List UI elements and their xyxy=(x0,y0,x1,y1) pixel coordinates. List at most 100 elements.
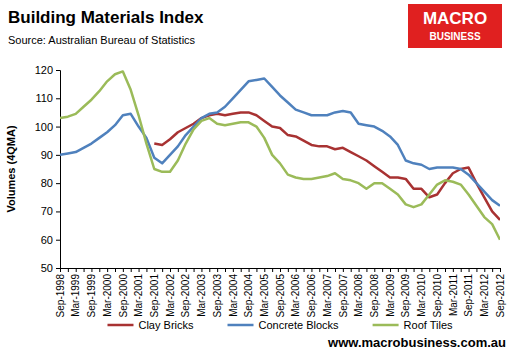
x-tick-label: Sep-2007 xyxy=(338,274,349,318)
x-tick-mark xyxy=(123,268,124,272)
x-tick-mark xyxy=(437,268,438,272)
x-tick xyxy=(146,268,147,272)
x-tick: Mar-2001 xyxy=(133,268,144,317)
x-tick-label: Mar-2004 xyxy=(228,274,239,317)
x-tick xyxy=(476,268,477,272)
x-tick-mark xyxy=(366,268,367,272)
x-tick-label: Sep-2003 xyxy=(212,274,223,318)
x-tick-label: Sep-2001 xyxy=(149,274,160,318)
title: Building Materials Index xyxy=(8,8,204,27)
x-axis-line xyxy=(61,269,501,273)
y-tick-label: 50 xyxy=(41,262,53,274)
x-tick-label: Sep-2009 xyxy=(400,274,411,318)
x-tick xyxy=(335,268,336,272)
x-tick-mark xyxy=(139,268,140,272)
legend-item: Clay Bricks xyxy=(107,319,194,331)
x-tick-mark xyxy=(68,268,69,272)
x-tick xyxy=(366,268,367,272)
x-tick-mark xyxy=(249,268,250,272)
x-tick xyxy=(445,268,446,272)
y-tick-label: 110 xyxy=(35,92,53,104)
x-tick-mark xyxy=(209,268,210,272)
x-tick xyxy=(99,268,100,272)
x-tick: Mar-2002 xyxy=(165,268,176,317)
legend-item: Roof Tiles xyxy=(373,319,453,331)
x-tick-mark xyxy=(406,268,407,272)
x-tick xyxy=(162,268,163,272)
x-tick-mark xyxy=(500,268,501,272)
x-tick-label: Mar-2006 xyxy=(290,274,301,317)
x-tick-mark xyxy=(453,268,454,272)
x-tick-label: Sep-2002 xyxy=(180,274,191,318)
x-tick-mark xyxy=(296,268,297,272)
x-tick-mark xyxy=(162,268,163,272)
footer: www.macrobusiness.com.au xyxy=(327,335,506,350)
legend-label: Clay Bricks xyxy=(138,319,194,331)
x-tick: Sep-2001 xyxy=(149,268,160,317)
y-tick: 120 xyxy=(35,64,60,76)
x-tick-mark xyxy=(225,268,226,272)
x-tick-mark xyxy=(476,268,477,272)
x-tick: Sep-2010 xyxy=(432,268,443,317)
x-tick-mark xyxy=(311,268,312,272)
x-tick xyxy=(84,268,85,272)
x-tick-mark xyxy=(351,268,352,272)
x-tick xyxy=(68,268,69,272)
x-tick-mark xyxy=(107,268,108,272)
y-tick: 90 xyxy=(41,149,60,161)
x-tick: Sep-2002 xyxy=(180,268,191,317)
x-tick xyxy=(398,268,399,272)
y-tick: 110 xyxy=(35,92,60,104)
subtitle: Source: Australian Bureau of Statistics xyxy=(8,34,196,46)
x-tick: Mar-2012 xyxy=(479,268,490,317)
x-tick-label: Mar-2002 xyxy=(165,274,176,317)
x-tick-label: Mar-2010 xyxy=(416,274,427,317)
x-tick: Sep-2000 xyxy=(118,268,129,317)
x-tick-mark xyxy=(131,268,132,272)
x-tick-label: Sep-2011 xyxy=(463,274,474,317)
series-line xyxy=(154,112,500,219)
x-tick xyxy=(225,268,226,272)
x-tick-mark xyxy=(233,268,234,272)
x-tick xyxy=(115,268,116,272)
x-axis: Sep-1998Mar-1999Sep-1999Mar-2000Sep-2000… xyxy=(55,268,506,317)
x-tick-mark xyxy=(186,268,187,272)
x-tick xyxy=(194,268,195,272)
x-tick: Sep-2005 xyxy=(275,268,286,317)
x-tick: Sep-2004 xyxy=(243,268,254,317)
x-tick: Sep-2007 xyxy=(338,268,349,317)
x-tick: Mar-2007 xyxy=(322,268,333,317)
x-tick xyxy=(492,268,493,272)
x-tick-mark xyxy=(194,268,195,272)
x-tick-mark xyxy=(359,268,360,272)
x-tick: Sep-1998 xyxy=(55,268,66,317)
x-tick-mark xyxy=(335,268,336,272)
y-tick-mark xyxy=(56,155,60,156)
x-tick: Sep-2011 xyxy=(463,268,474,317)
x-tick-mark xyxy=(374,268,375,272)
x-tick-mark xyxy=(469,268,470,272)
x-tick-label: Sep-2004 xyxy=(243,274,254,318)
x-tick-mark xyxy=(60,268,61,272)
legend-swatch xyxy=(228,324,254,327)
y-tick: 70 xyxy=(41,205,60,217)
x-tick xyxy=(319,268,320,272)
y-tick-label: 80 xyxy=(41,177,53,189)
x-tick xyxy=(382,268,383,272)
x-tick-label: Mar-2001 xyxy=(133,274,144,317)
x-tick-mark xyxy=(115,268,116,272)
x-tick-mark xyxy=(382,268,383,272)
y-tick: 50 xyxy=(41,262,60,274)
x-tick-label: Sep-2012 xyxy=(495,274,506,318)
x-tick: Sep-2012 xyxy=(495,268,506,317)
y-tick-label: 60 xyxy=(41,234,53,246)
x-tick-label: Mar-2005 xyxy=(259,274,270,317)
x-tick-mark xyxy=(91,268,92,272)
legend-swatch xyxy=(373,324,399,327)
y-tick-mark xyxy=(56,98,60,99)
x-tick: Mar-2011 xyxy=(448,268,459,316)
x-tick-mark xyxy=(327,268,328,272)
x-tick: Mar-2008 xyxy=(353,268,364,317)
x-tick-label: Mar-2012 xyxy=(479,274,490,317)
x-tick-label: Mar-1999 xyxy=(70,274,81,317)
